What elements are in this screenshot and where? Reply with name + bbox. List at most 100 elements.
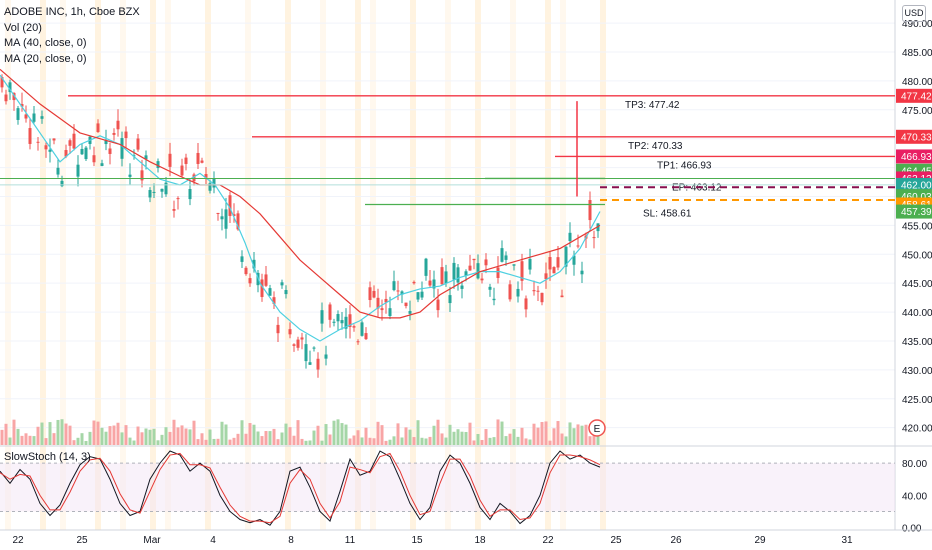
candle-body [516, 288, 520, 297]
candle-body [392, 281, 396, 291]
candle-body [548, 257, 552, 270]
stochastic-pane [0, 450, 895, 526]
ma40-line [0, 68, 601, 319]
volume-bar [572, 428, 576, 445]
candle-body [284, 290, 288, 295]
volume-bar [4, 423, 8, 445]
price-tag-label: 460.03 [901, 192, 932, 203]
candle-body [468, 265, 472, 271]
volume-bar [8, 437, 12, 445]
candle-body [12, 92, 16, 101]
session-stripe [600, 0, 606, 530]
volume-bar [284, 423, 288, 445]
session-stripe [410, 0, 416, 530]
volume-bar [268, 431, 272, 445]
session-stripe [445, 0, 451, 530]
level-label: SL: 458.61 [643, 209, 692, 220]
volume-bar [396, 423, 400, 445]
session-stripe [370, 0, 376, 530]
candle-body [200, 160, 204, 163]
volume-bar [472, 440, 476, 445]
time-tick-label: 4 [210, 535, 216, 546]
candle-body [504, 255, 508, 260]
volume-bar [300, 438, 304, 445]
candle-body [80, 148, 84, 155]
price-tag [896, 177, 932, 192]
candle-body [592, 237, 596, 239]
volume-bar [488, 437, 492, 445]
volume-bar [460, 431, 464, 445]
volume-bar [544, 421, 548, 445]
candle-body [484, 259, 488, 266]
candle-body [100, 163, 104, 166]
candle-body [104, 140, 108, 145]
candle-body [276, 324, 280, 334]
session-stripe [150, 0, 156, 530]
volume-bar [76, 437, 80, 445]
volume-bar [432, 425, 436, 445]
candle-body [0, 77, 4, 88]
legend-ma40[interactable]: MA (40, close, 0) [4, 37, 87, 49]
volume-bar [324, 424, 328, 445]
candle-body [348, 314, 352, 328]
candle-body [92, 155, 96, 163]
session-stripe [320, 0, 326, 530]
candle-body [240, 256, 244, 262]
volume-bar [260, 436, 264, 445]
candle-body [560, 295, 564, 298]
legend-vol[interactable]: Vol (20) [4, 21, 42, 34]
candle-body [304, 344, 308, 362]
price-tag [896, 149, 932, 164]
candle-body [416, 292, 420, 300]
candle-body [404, 302, 408, 307]
volume-bar [104, 431, 108, 445]
session-stripe [165, 0, 171, 530]
volume-bar [320, 440, 324, 445]
candle-body [528, 258, 532, 270]
candle-body [196, 152, 200, 164]
volume-bar [536, 427, 540, 445]
price-tick-label: 420.00 [902, 424, 932, 435]
candle-body [84, 147, 88, 160]
candle-body [228, 195, 232, 216]
time-tick-label: 18 [474, 535, 486, 546]
legend-symbol[interactable]: ADOBE INC, 1h, Cboe BZX [4, 6, 140, 18]
session-stripe [95, 0, 101, 530]
volume-bar [440, 433, 444, 445]
volume-bar [568, 422, 572, 445]
volume-bar [336, 419, 340, 445]
time-tick-label: 8 [288, 535, 294, 546]
volume-bar [272, 428, 276, 445]
volume-bar [464, 431, 468, 445]
candle-body [52, 138, 56, 141]
candle-body [436, 299, 440, 311]
candlesticks [0, 74, 600, 378]
volume-bar [588, 436, 592, 445]
candle-body [432, 279, 436, 289]
price-tick-label: 445.00 [902, 279, 932, 290]
candle-body [152, 191, 156, 193]
candle-body [424, 258, 428, 276]
volume-bar [216, 438, 220, 445]
candle-body [176, 198, 180, 200]
time-tick-label: 25 [76, 535, 88, 546]
legend-ma20[interactable]: MA (20, close, 0) [4, 52, 87, 65]
candle-body [464, 271, 468, 276]
volume-bar [416, 420, 420, 445]
volume-bar [144, 428, 148, 445]
candle-body [496, 267, 500, 278]
candle-body [220, 216, 224, 220]
session-stripe [560, 0, 566, 530]
session-stripe [285, 0, 291, 530]
candle-body [572, 255, 576, 265]
volume-bar [0, 429, 4, 445]
price-tag-label: 466.93 [901, 152, 932, 163]
candle-body [20, 104, 24, 107]
currency-button[interactable]: USD [902, 5, 926, 22]
candle-body [40, 116, 44, 119]
candle-body [376, 297, 380, 309]
oscillator-label[interactable]: SlowStoch (14, 3) [4, 451, 91, 463]
volume-bar [208, 429, 212, 445]
volume-bar [556, 421, 560, 445]
